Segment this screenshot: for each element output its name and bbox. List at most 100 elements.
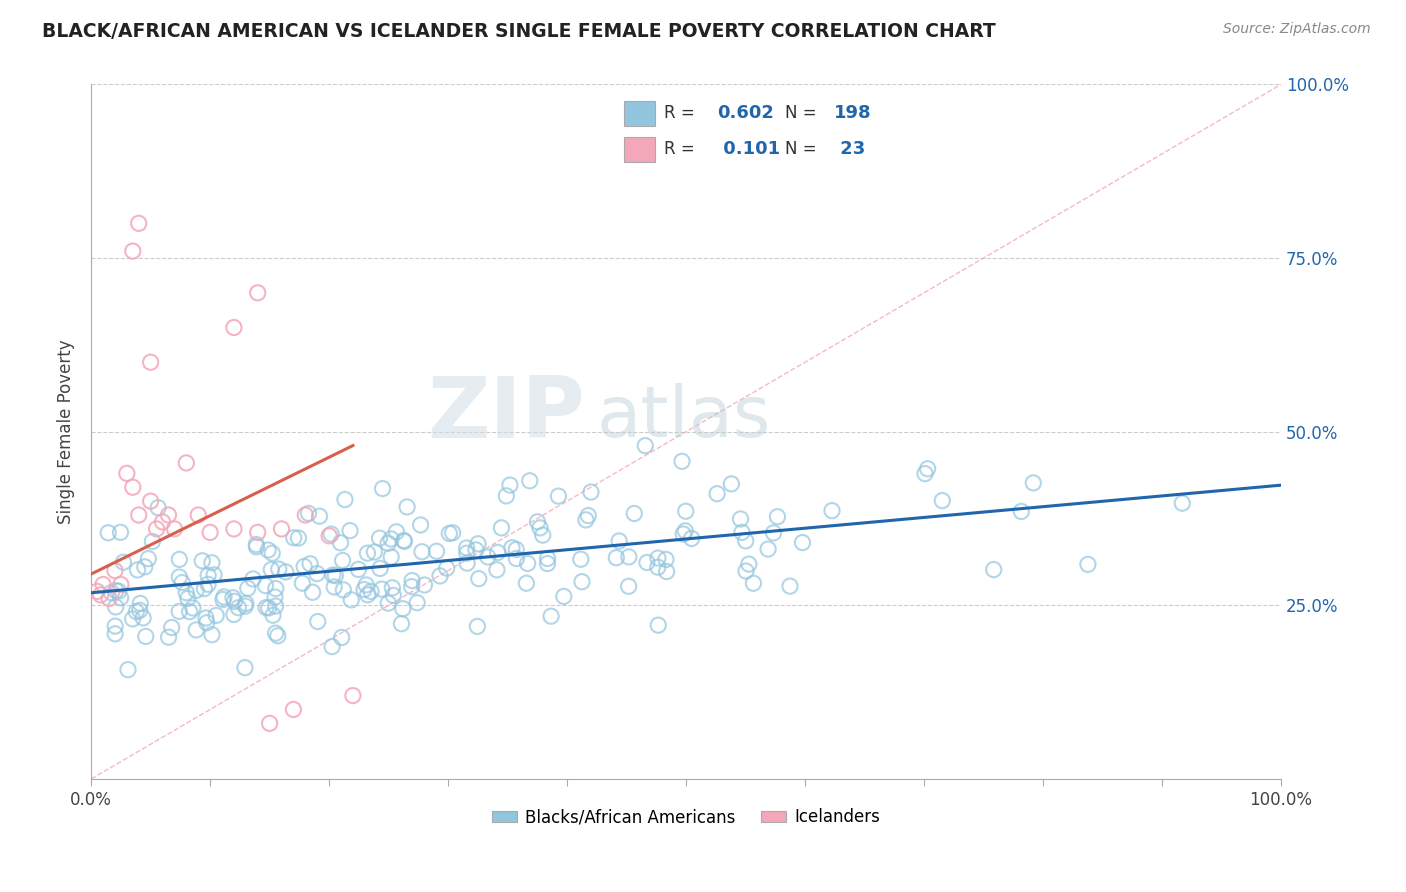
- Point: [198, 525, 221, 540]
- Point: [169, 570, 191, 584]
- Point: [501, 541, 523, 555]
- Point: [356, 588, 378, 602]
- Text: atlas: atlas: [596, 384, 772, 452]
- Point: [673, 524, 696, 538]
- Point: [441, 525, 464, 540]
- Point: [264, 599, 287, 614]
- Point: [401, 574, 423, 588]
- Point: [129, 596, 152, 610]
- Point: [104, 619, 127, 633]
- Point: [264, 590, 287, 604]
- Point: [536, 557, 558, 571]
- Point: [380, 532, 402, 546]
- Point: [117, 663, 139, 677]
- FancyBboxPatch shape: [624, 101, 655, 127]
- Point: [380, 549, 402, 564]
- Point: [636, 556, 658, 570]
- Point: [536, 551, 558, 566]
- Point: [553, 590, 575, 604]
- Point: [157, 508, 180, 522]
- Point: [110, 577, 132, 591]
- Point: [547, 489, 569, 503]
- Point: [264, 582, 287, 596]
- Point: [396, 500, 419, 514]
- Point: [98, 591, 121, 606]
- Point: [257, 601, 280, 615]
- Point: [292, 559, 315, 574]
- Point: [191, 554, 214, 568]
- Legend: Blacks/African Americans, Icelanders: Blacks/African Americans, Icelanders: [485, 802, 887, 833]
- Point: [157, 630, 180, 644]
- Point: [425, 544, 447, 558]
- Point: [353, 582, 375, 597]
- Point: [477, 549, 499, 564]
- Point: [579, 485, 602, 500]
- Point: [254, 578, 277, 592]
- Point: [529, 521, 551, 535]
- Point: [97, 525, 120, 540]
- Point: [468, 572, 491, 586]
- Point: [720, 476, 742, 491]
- Point: [623, 507, 645, 521]
- Point: [792, 535, 814, 549]
- Point: [672, 527, 695, 541]
- Point: [406, 596, 429, 610]
- Point: [766, 509, 789, 524]
- Point: [197, 577, 219, 591]
- Point: [914, 467, 936, 481]
- Point: [342, 689, 364, 703]
- Point: [112, 555, 135, 569]
- Point: [762, 525, 785, 540]
- Point: [332, 582, 354, 597]
- Point: [193, 582, 215, 596]
- Point: [179, 605, 201, 619]
- FancyBboxPatch shape: [624, 136, 655, 161]
- Point: [245, 537, 267, 551]
- Point: [730, 512, 752, 526]
- Point: [569, 552, 592, 566]
- Point: [91, 577, 114, 591]
- Point: [141, 534, 163, 549]
- Text: 0.602: 0.602: [717, 104, 773, 122]
- Point: [456, 541, 478, 555]
- Point: [333, 492, 356, 507]
- Point: [731, 525, 754, 540]
- Point: [128, 508, 150, 522]
- Point: [135, 629, 157, 643]
- Point: [1077, 558, 1099, 572]
- Point: [377, 596, 399, 610]
- Point: [235, 596, 257, 610]
- Point: [145, 522, 167, 536]
- Point: [411, 545, 433, 559]
- Point: [264, 626, 287, 640]
- Point: [821, 503, 844, 517]
- Point: [485, 563, 508, 577]
- Point: [360, 584, 382, 599]
- Point: [299, 557, 322, 571]
- Point: [125, 605, 148, 619]
- Point: [322, 568, 344, 582]
- Point: [735, 564, 758, 578]
- Point: [187, 508, 209, 522]
- Point: [983, 563, 1005, 577]
- Point: [177, 591, 200, 606]
- Text: N =: N =: [785, 104, 817, 122]
- Point: [186, 583, 208, 598]
- Point: [368, 561, 391, 575]
- Point: [283, 531, 305, 545]
- Point: [186, 623, 208, 637]
- Point: [356, 546, 378, 560]
- Point: [287, 531, 309, 545]
- Point: [212, 590, 235, 604]
- Point: [139, 355, 162, 369]
- Point: [394, 534, 416, 549]
- Point: [742, 576, 765, 591]
- Point: [169, 552, 191, 566]
- Point: [305, 566, 328, 581]
- Point: [671, 454, 693, 468]
- Point: [607, 533, 630, 548]
- Point: [257, 543, 280, 558]
- Point: [121, 480, 143, 494]
- Point: [270, 522, 292, 536]
- Point: [329, 536, 352, 550]
